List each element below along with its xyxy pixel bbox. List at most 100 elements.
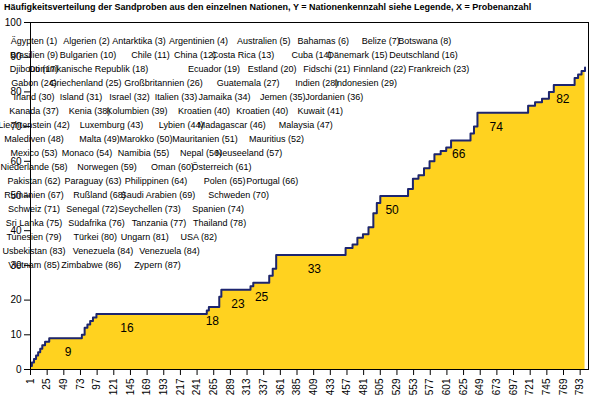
svg-text:313: 313 <box>241 378 252 395</box>
svg-text:289: 289 <box>225 378 236 395</box>
svg-text:China (12): China (12) <box>174 50 216 60</box>
svg-text:Jordanien (36): Jordanien (36) <box>305 92 363 102</box>
svg-text:577: 577 <box>424 378 435 395</box>
svg-text:121: 121 <box>108 378 119 395</box>
svg-text:Marokko (50): Marokko (50) <box>120 134 173 144</box>
svg-text:25: 25 <box>255 290 269 304</box>
svg-text:Lybien (44): Lybien (44) <box>159 120 204 130</box>
svg-text:Madagascar (46): Madagascar (46) <box>198 120 266 130</box>
svg-text:Tanzania (77): Tanzania (77) <box>132 218 187 228</box>
svg-text:Philippinen (64): Philippinen (64) <box>125 176 188 186</box>
svg-text:Guatemala (27): Guatemala (27) <box>217 78 280 88</box>
svg-text:337: 337 <box>258 378 269 395</box>
svg-text:Dominikanische Republik (18): Dominikanische Republik (18) <box>29 64 149 74</box>
svg-text:Botswana (8): Botswana (8) <box>398 36 451 46</box>
svg-text:Rußland (68): Rußland (68) <box>73 190 126 200</box>
svg-text:Südafrika (76): Südafrika (76) <box>68 218 125 228</box>
svg-text:Zypern (87): Zypern (87) <box>134 260 181 270</box>
svg-text:Bulgarien (10): Bulgarien (10) <box>60 50 117 60</box>
svg-text:721: 721 <box>524 378 535 395</box>
svg-text:Kroatien (40): Kroatien (40) <box>236 106 288 116</box>
svg-text:Mexico (53): Mexico (53) <box>10 148 57 158</box>
svg-text:409: 409 <box>308 378 319 395</box>
svg-text:Namibia (55): Namibia (55) <box>118 148 170 158</box>
svg-text:Usbekistan (83): Usbekistan (83) <box>2 246 65 256</box>
svg-text:Türkei (80): Türkei (80) <box>73 232 117 242</box>
svg-text:Israel (32): Israel (32) <box>109 92 150 102</box>
svg-text:Indien (28): Indien (28) <box>295 78 338 88</box>
svg-text:Seychellen (73): Seychellen (73) <box>118 204 181 214</box>
svg-text:Chile (11): Chile (11) <box>131 50 169 60</box>
svg-text:9: 9 <box>65 345 72 359</box>
svg-text:Griechenland (25): Griechenland (25) <box>50 78 122 88</box>
svg-text:Frankreich (23): Frankreich (23) <box>408 64 469 74</box>
svg-text:USA (82): USA (82) <box>180 232 217 242</box>
svg-text:Australien (5): Australien (5) <box>237 36 291 46</box>
svg-text:193: 193 <box>158 378 169 395</box>
svg-text:Venezuela (84): Venezuela (84) <box>139 246 200 256</box>
svg-text:Zimbabwe (86): Zimbabwe (86) <box>61 260 121 270</box>
svg-text:553: 553 <box>408 378 419 395</box>
svg-text:33: 33 <box>308 262 322 276</box>
svg-text:Schweiz (71): Schweiz (71) <box>8 204 60 214</box>
svg-text:Großbritannien (26): Großbritannien (26) <box>124 78 203 88</box>
svg-text:Kolumbien (39): Kolumbien (39) <box>107 106 168 116</box>
svg-text:Ägypten (1): Ägypten (1) <box>11 36 58 46</box>
svg-text:Tunesien (79): Tunesien (79) <box>6 232 61 242</box>
svg-text:100: 100 <box>5 17 22 28</box>
svg-text:Polen (65): Polen (65) <box>204 176 246 186</box>
svg-text:265: 265 <box>208 378 219 395</box>
svg-text:18: 18 <box>206 314 220 328</box>
svg-text:385: 385 <box>291 378 302 395</box>
svg-text:Island (31): Island (31) <box>60 92 103 102</box>
svg-text:Spanien (74): Spanien (74) <box>192 204 244 214</box>
svg-text:Kuwait (41): Kuwait (41) <box>297 106 343 116</box>
svg-text:Ecuador (19): Ecuador (19) <box>188 64 240 74</box>
svg-text:481: 481 <box>358 378 369 395</box>
svg-text:Jemen (35): Jemen (35) <box>260 92 306 102</box>
svg-text:241: 241 <box>191 378 202 395</box>
svg-text:Italien (33): Italien (33) <box>155 92 198 102</box>
svg-text:Malta (49): Malta (49) <box>79 134 120 144</box>
svg-text:Estland (20): Estland (20) <box>248 64 297 74</box>
svg-text:25: 25 <box>41 378 52 390</box>
svg-text:20: 20 <box>10 294 22 305</box>
svg-text:745: 745 <box>541 378 552 395</box>
svg-text:Norwegen (59): Norwegen (59) <box>77 162 137 172</box>
svg-text:74: 74 <box>490 120 504 134</box>
svg-text:Antarktika (3): Antarktika (3) <box>112 36 166 46</box>
svg-text:Vietnam (85): Vietnam (85) <box>8 260 59 270</box>
svg-text:Österreich (61): Österreich (61) <box>192 162 252 172</box>
svg-text:769: 769 <box>558 378 569 395</box>
svg-text:Senegal (72): Senegal (72) <box>66 204 118 214</box>
svg-text:Niederlande (58): Niederlande (58) <box>0 162 67 172</box>
svg-text:Brasilien (9): Brasilien (9) <box>10 50 58 60</box>
svg-text:Venezuela (84): Venezuela (84) <box>73 246 134 256</box>
svg-text:Oman (60): Oman (60) <box>151 162 194 172</box>
svg-text:Finnland (22): Finnland (22) <box>353 64 406 74</box>
svg-text:Irland (30): Irland (30) <box>13 92 54 102</box>
svg-text:Saudi Arabien (69): Saudi Arabien (69) <box>121 190 196 200</box>
svg-text:169: 169 <box>141 378 152 395</box>
svg-text:Malaysia (47): Malaysia (47) <box>279 120 333 130</box>
svg-text:Deutschland (16): Deutschland (16) <box>389 50 458 60</box>
svg-text:Monaco (54): Monaco (54) <box>62 148 113 158</box>
svg-text:Jamaika (34): Jamaika (34) <box>199 92 251 102</box>
svg-text:457: 457 <box>341 378 352 395</box>
svg-text:Portugal (66): Portugal (66) <box>246 176 298 186</box>
svg-text:Rumänien (67): Rumänien (67) <box>4 190 64 200</box>
svg-text:697: 697 <box>508 378 519 395</box>
svg-text:Mauritanien (51): Mauritanien (51) <box>172 134 238 144</box>
svg-text:Kenia (38): Kenia (38) <box>69 106 111 116</box>
svg-text:Cuba (14): Cuba (14) <box>291 50 331 60</box>
svg-text:Mauritius (52): Mauritius (52) <box>249 134 304 144</box>
svg-text:10: 10 <box>10 329 22 340</box>
svg-text:Bahamas (6): Bahamas (6) <box>297 36 349 46</box>
svg-text:1: 1 <box>25 378 36 384</box>
svg-text:49: 49 <box>58 378 69 390</box>
svg-text:649: 649 <box>474 378 485 395</box>
svg-text:73: 73 <box>75 378 86 390</box>
svg-text:82: 82 <box>556 92 570 106</box>
svg-text:625: 625 <box>458 378 469 395</box>
svg-text:145: 145 <box>125 378 136 395</box>
